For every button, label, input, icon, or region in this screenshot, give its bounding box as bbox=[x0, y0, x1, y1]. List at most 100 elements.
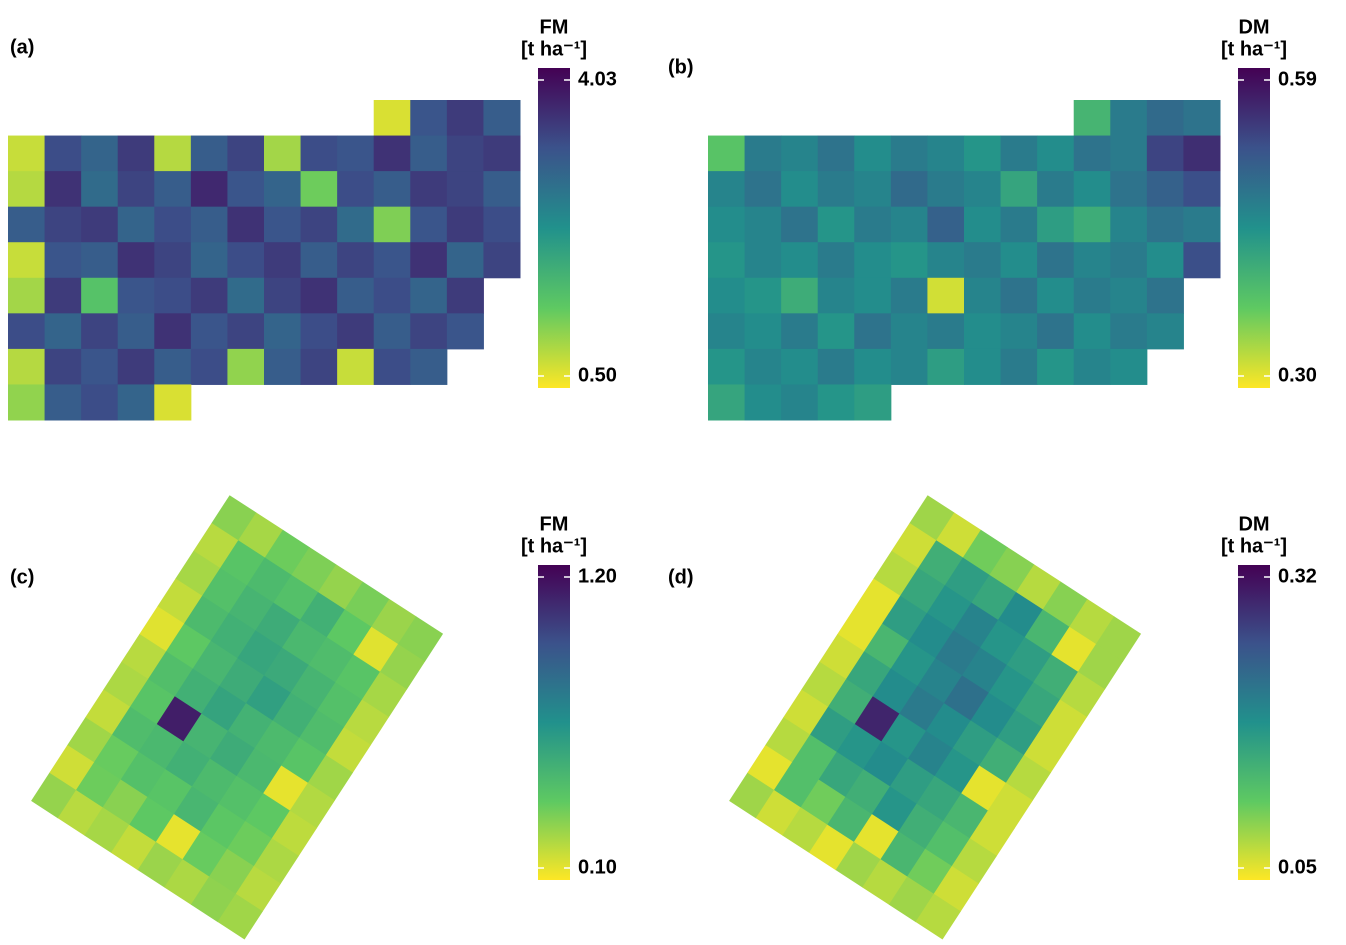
raster-cell bbox=[1000, 348, 1038, 385]
panel-label: (c) bbox=[10, 566, 34, 588]
raster-cell bbox=[373, 348, 411, 385]
raster-cell bbox=[1183, 242, 1221, 279]
raster-cell bbox=[744, 313, 782, 350]
raster-cell bbox=[227, 277, 265, 314]
raster-cell bbox=[410, 206, 448, 243]
raster-cell bbox=[44, 171, 82, 208]
raster-cell bbox=[117, 348, 155, 385]
colorbar bbox=[1238, 565, 1270, 880]
raster-cell bbox=[1110, 277, 1148, 314]
raster-cell bbox=[964, 171, 1002, 208]
raster-cell bbox=[1146, 171, 1184, 208]
raster-cell bbox=[817, 135, 855, 172]
raster-cell bbox=[8, 348, 46, 385]
raster-cell bbox=[1073, 348, 1111, 385]
raster-cell bbox=[854, 277, 892, 314]
raster-cell bbox=[1073, 242, 1111, 279]
raster-cell bbox=[446, 171, 484, 208]
raster-cell bbox=[951, 838, 997, 884]
raster-cell bbox=[397, 616, 444, 662]
raster-cell bbox=[117, 277, 155, 314]
raster-cell bbox=[781, 313, 819, 350]
raster-cell bbox=[964, 277, 1002, 314]
colorbar-tick-label: 4.03 bbox=[578, 68, 617, 90]
raster-cell bbox=[410, 348, 448, 385]
raster-cell bbox=[264, 171, 302, 208]
raster-cell bbox=[1041, 699, 1087, 746]
raster-cell bbox=[264, 277, 302, 314]
raster-cell bbox=[154, 206, 192, 243]
colorbar-title: DM bbox=[1238, 16, 1269, 38]
raster-cell bbox=[1037, 313, 1075, 350]
colorbar-title: DM bbox=[1238, 513, 1269, 535]
raster-cell bbox=[1000, 242, 1038, 279]
raster-cell bbox=[854, 242, 892, 279]
raster-cell bbox=[117, 206, 155, 243]
raster-cell bbox=[781, 135, 819, 172]
raster-map bbox=[729, 495, 1142, 940]
raster-cell bbox=[1183, 100, 1221, 137]
raster-cell bbox=[890, 171, 928, 208]
raster-cell bbox=[337, 277, 375, 314]
raster-cell bbox=[1037, 135, 1075, 172]
raster-cell bbox=[8, 135, 46, 172]
raster-cell bbox=[1073, 313, 1111, 350]
raster-cell bbox=[890, 277, 928, 314]
raster-cell bbox=[190, 277, 228, 314]
panel-label: (a) bbox=[10, 36, 34, 58]
raster-cell bbox=[1095, 616, 1142, 662]
raster-cell bbox=[1183, 135, 1221, 172]
raster-cell bbox=[708, 206, 746, 243]
raster-cell bbox=[154, 348, 192, 385]
raster-cell bbox=[307, 755, 353, 801]
colorbar-tick-label: 1.20 bbox=[578, 565, 617, 587]
raster-cell bbox=[987, 782, 1033, 829]
colorbar-tick-label: 0.59 bbox=[1278, 68, 1317, 90]
raster-cell bbox=[289, 782, 335, 829]
raster-cell bbox=[8, 384, 46, 421]
raster-cell bbox=[117, 135, 155, 172]
raster-cell bbox=[446, 313, 484, 350]
raster-cell bbox=[781, 384, 819, 421]
raster-cell bbox=[708, 135, 746, 172]
raster-cell bbox=[744, 171, 782, 208]
raster-cell bbox=[190, 242, 228, 279]
raster-cell bbox=[325, 727, 371, 773]
raster-cell bbox=[1073, 171, 1111, 208]
raster-cell bbox=[1000, 277, 1038, 314]
raster-cell bbox=[373, 313, 411, 350]
raster-cell bbox=[300, 171, 338, 208]
raster-cell bbox=[300, 242, 338, 279]
raster-cell bbox=[410, 135, 448, 172]
raster-cell bbox=[927, 135, 965, 172]
raster-cell bbox=[1000, 171, 1038, 208]
raster-cell bbox=[227, 206, 265, 243]
raster-cell bbox=[253, 838, 299, 884]
raster-cell bbox=[1023, 727, 1069, 773]
raster-cell bbox=[446, 242, 484, 279]
colorbar bbox=[538, 565, 570, 880]
raster-cell bbox=[44, 348, 82, 385]
raster-cell bbox=[264, 242, 302, 279]
raster-cell bbox=[337, 348, 375, 385]
colorbar-unit: [t ha⁻¹] bbox=[1221, 535, 1287, 557]
raster-cell bbox=[1000, 206, 1038, 243]
raster-cell bbox=[708, 313, 746, 350]
raster-cell bbox=[781, 206, 819, 243]
raster-cell bbox=[81, 384, 119, 421]
raster-cell bbox=[744, 277, 782, 314]
raster-cell bbox=[1073, 100, 1111, 137]
raster-cell bbox=[343, 699, 389, 746]
raster-cell bbox=[483, 100, 521, 137]
raster-cell bbox=[1110, 206, 1148, 243]
raster-cell bbox=[264, 135, 302, 172]
raster-cell bbox=[1110, 242, 1148, 279]
raster-cell bbox=[817, 348, 855, 385]
raster-cell bbox=[271, 810, 317, 857]
raster-cell bbox=[81, 277, 119, 314]
raster-cell bbox=[1073, 135, 1111, 172]
raster-cell bbox=[227, 171, 265, 208]
raster-cell bbox=[744, 384, 782, 421]
raster-cell bbox=[8, 171, 46, 208]
raster-cell bbox=[190, 171, 228, 208]
